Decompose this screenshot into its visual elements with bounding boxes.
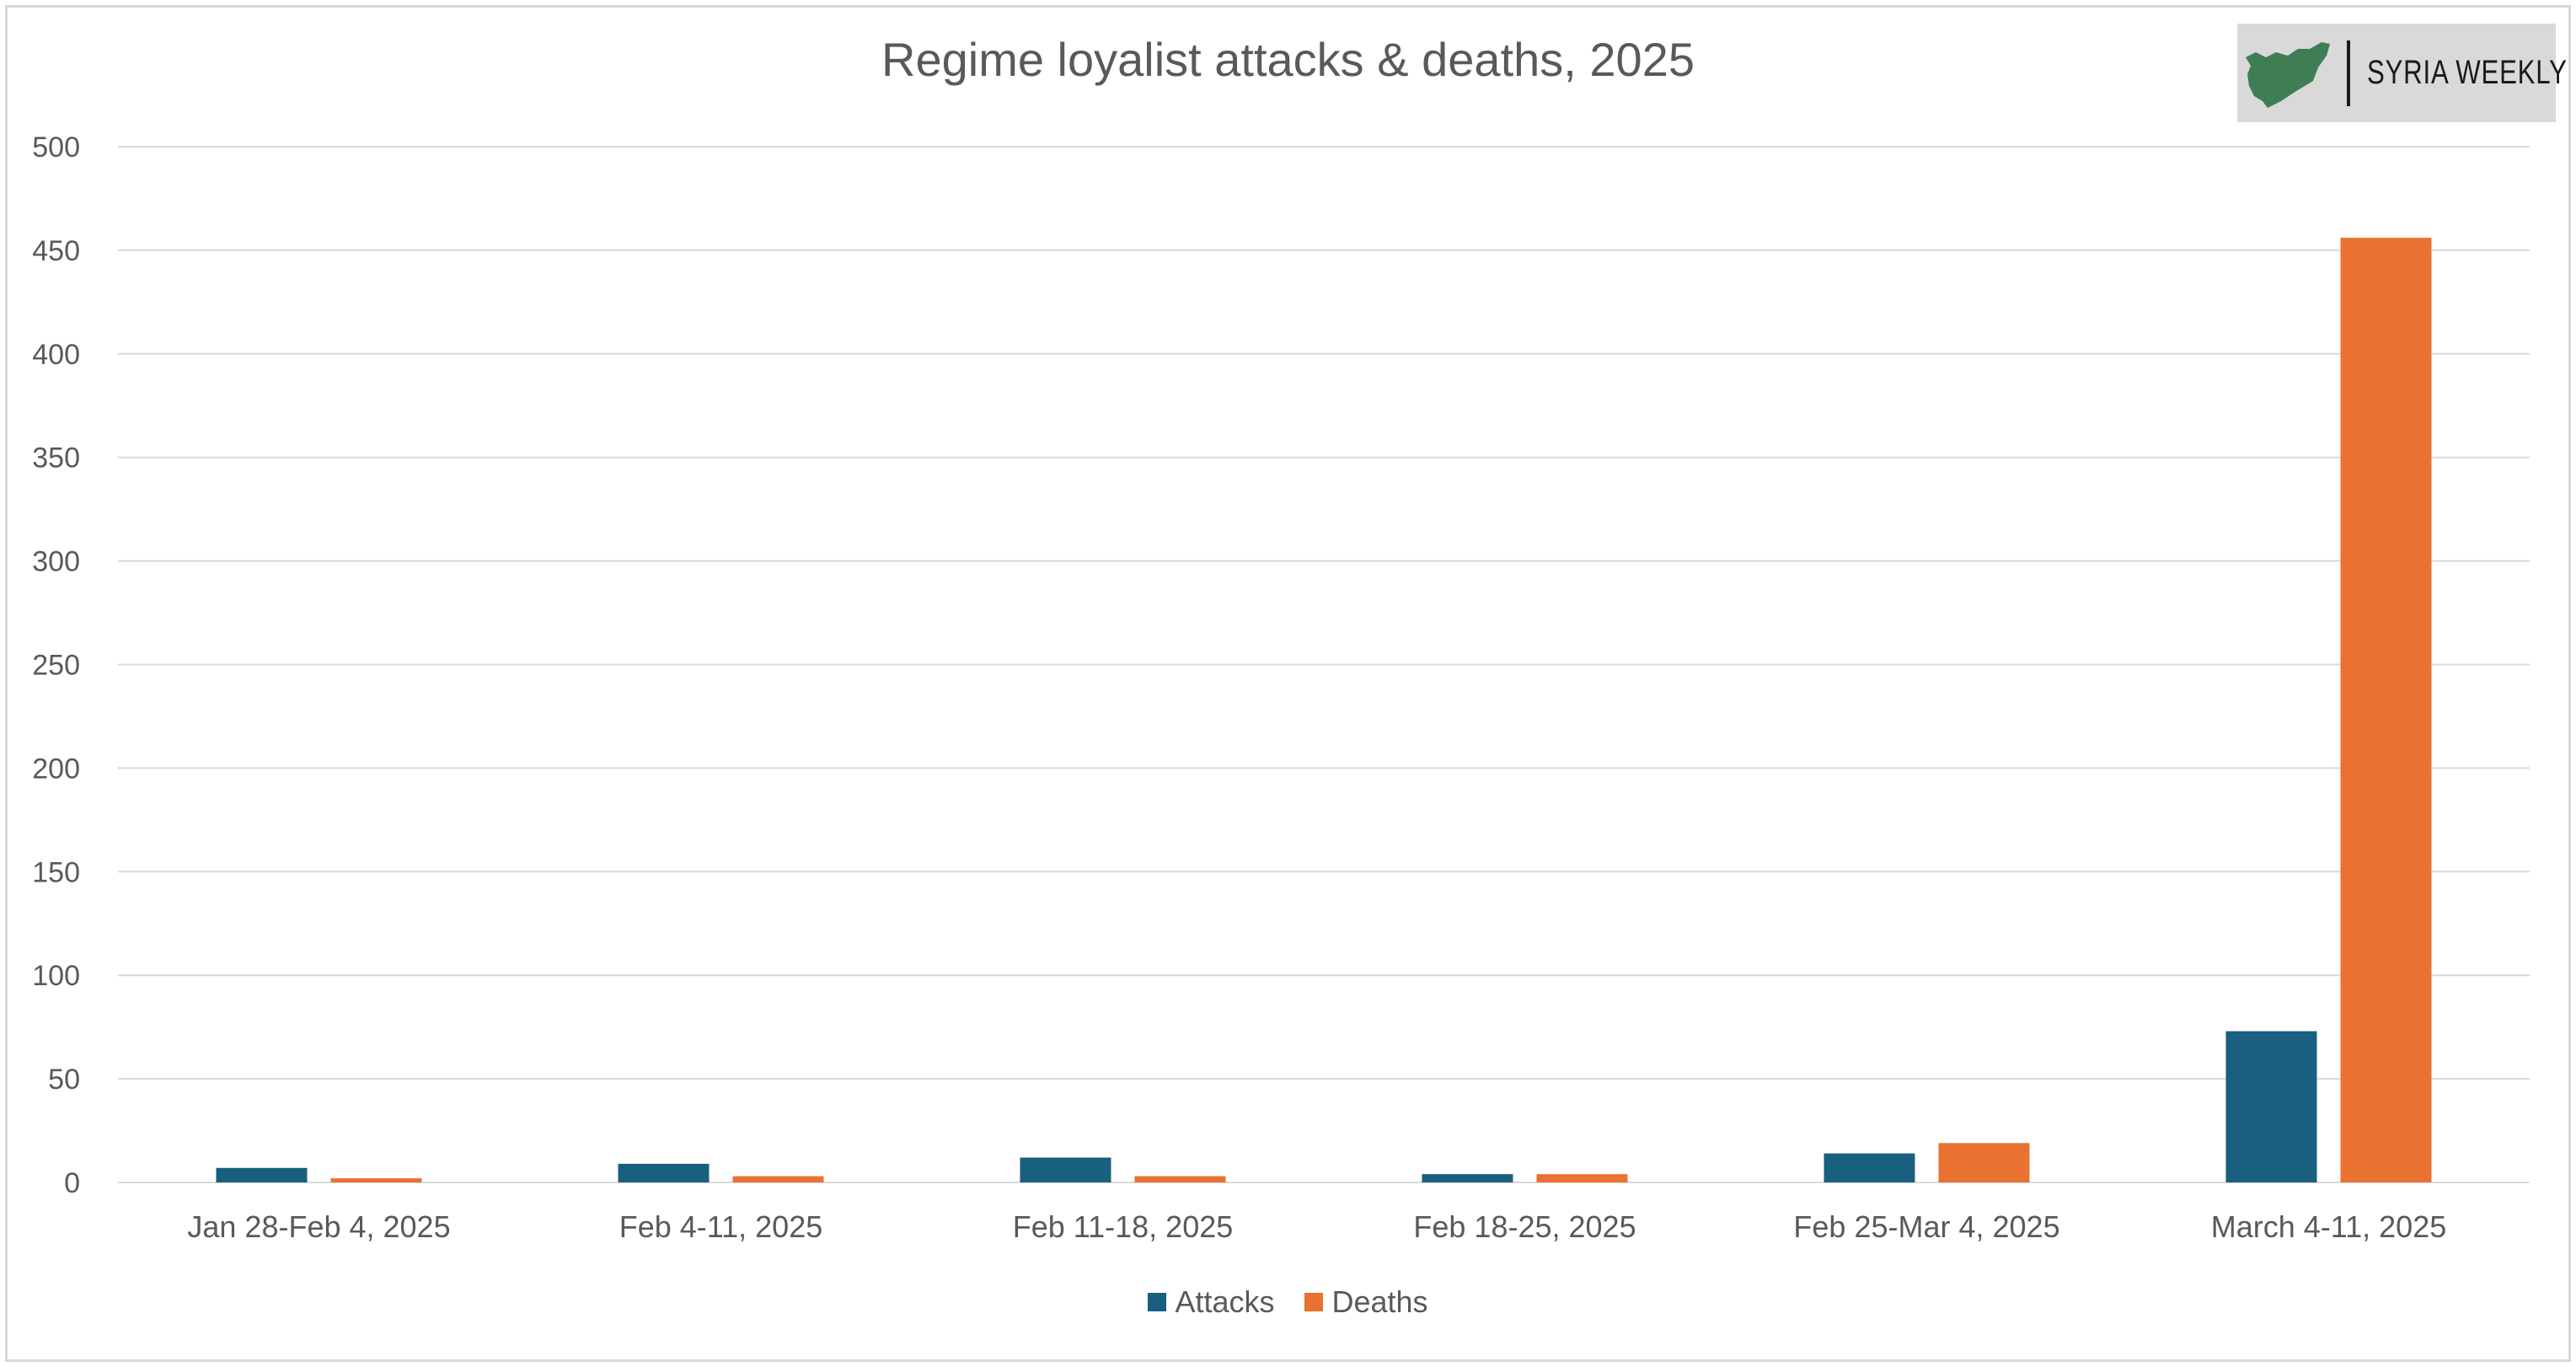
bar-attacks: [1020, 1157, 1111, 1182]
bar-deaths: [1134, 1176, 1226, 1182]
legend-item-deaths: Deaths: [1304, 1284, 1428, 1320]
x-tick-label: Feb 4-11, 2025: [619, 1209, 823, 1244]
y-tick-label: 150: [32, 856, 80, 888]
y-tick-label: 100: [32, 960, 80, 992]
x-tick-label: March 4-11, 2025: [2211, 1209, 2447, 1244]
y-tick-label: 400: [32, 339, 80, 371]
x-tick-label: Feb 18-25, 2025: [1413, 1209, 1636, 1244]
syria-weekly-logo: SYRIA WEEKLY: [2237, 24, 2567, 122]
y-tick-label: 50: [48, 1064, 80, 1096]
logo-divider: [2347, 40, 2350, 106]
legend-label-attacks: Attacks: [1175, 1284, 1275, 1319]
bar-deaths: [330, 1178, 422, 1182]
bar-deaths: [1938, 1143, 2030, 1182]
y-tick-label: 450: [32, 235, 80, 267]
y-tick-label: 200: [32, 753, 80, 785]
legend-swatch-deaths: [1304, 1293, 1324, 1311]
bar-attacks: [2225, 1031, 2317, 1182]
legend-item-attacks: Attacks: [1148, 1284, 1274, 1320]
chart-frame: [5, 5, 2571, 1362]
bar-deaths: [1536, 1174, 1628, 1182]
y-axis-ticks: 0 50 100 150 200 250 300 350 400 450 500: [32, 131, 80, 1199]
bar-attacks: [1422, 1174, 1513, 1182]
y-tick-label: 350: [32, 442, 80, 474]
syria-map-icon: [2246, 42, 2330, 108]
y-tick-label: 250: [32, 650, 80, 682]
y-tick-label: 300: [32, 546, 80, 578]
legend: Attacks Deaths: [0, 1284, 2576, 1320]
x-tick-label: Feb 11-18, 2025: [1013, 1209, 1234, 1244]
bar-attacks: [216, 1167, 308, 1182]
bars: [216, 238, 2432, 1183]
logo-text: SYRIA WEEKLY: [2367, 54, 2568, 91]
gridlines: [118, 146, 2530, 1183]
bar-attacks: [618, 1163, 710, 1182]
x-axis-ticks: Jan 28-Feb 4, 2025 Feb 4-11, 2025 Feb 11-1…: [187, 1209, 2446, 1244]
x-tick-label: Jan 28-Feb 4, 2025: [187, 1209, 450, 1244]
y-tick-label: 500: [32, 131, 80, 164]
bar-attacks: [1824, 1153, 1915, 1182]
legend-label-deaths: Deaths: [1331, 1284, 1428, 1319]
bar-deaths: [2340, 238, 2432, 1183]
bar-deaths: [732, 1176, 824, 1182]
legend-swatch-attacks: [1148, 1293, 1167, 1311]
chart-title: Regime loyalist attacks & deaths, 2025: [881, 33, 1695, 86]
y-tick-label: 0: [64, 1167, 80, 1199]
x-tick-label: Feb 25-Mar 4, 2025: [1793, 1209, 2059, 1244]
